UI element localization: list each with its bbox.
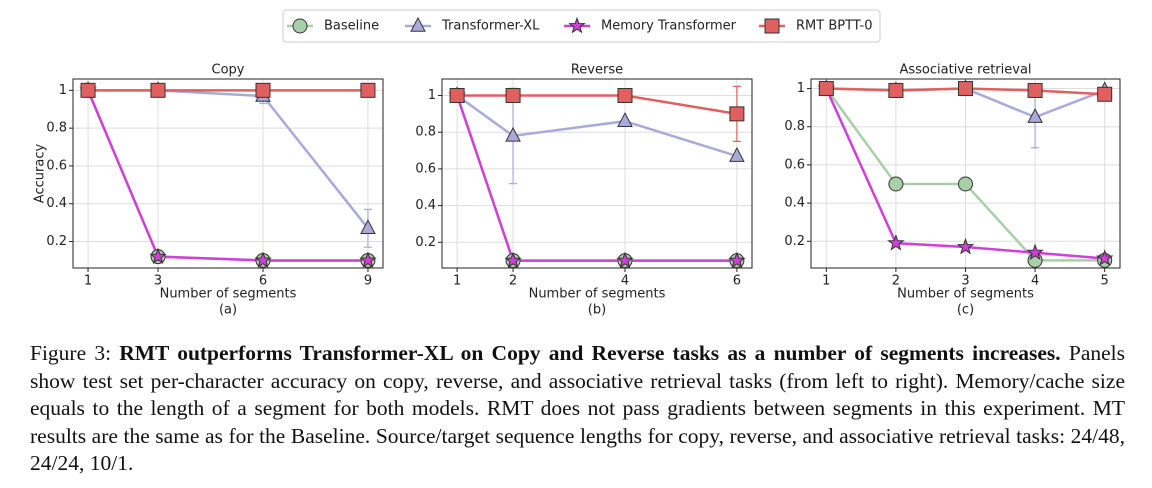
marker — [729, 146, 745, 162]
marker — [616, 251, 634, 269]
y-tick-label: 1 — [797, 81, 805, 96]
x-tick-label: 1 — [822, 274, 830, 289]
caption-label: Figure 3: — [30, 341, 112, 365]
marker — [1027, 108, 1043, 123]
plot-frame — [441, 78, 753, 269]
y-tick-label: 0.4 — [46, 196, 67, 211]
caption-bold: RMT outperforms Transformer-XL on Copy a… — [119, 341, 1061, 365]
marker — [729, 106, 745, 122]
marker — [1026, 243, 1044, 261]
chart-title: Reverse — [571, 63, 623, 78]
y-axis-label: Accuracy — [33, 144, 48, 204]
y-tick-label: 0.6 — [46, 158, 67, 173]
marker — [505, 126, 521, 142]
marker — [617, 88, 633, 104]
panel-label: (a) — [219, 303, 237, 318]
marker — [150, 82, 166, 98]
x-tick-label: 6 — [259, 274, 267, 289]
x-tick-label: 4 — [1031, 274, 1039, 289]
x-tick-label: 4 — [621, 274, 629, 289]
marker — [149, 247, 167, 265]
series-line — [457, 94, 738, 116]
y-tick-label: 0.4 — [415, 198, 436, 213]
legend-label: RMT BPTT-0 — [796, 19, 873, 34]
legend-marker — [292, 18, 308, 34]
x-tick-label: 2 — [892, 274, 900, 289]
x-tick-label: 5 — [1101, 274, 1109, 289]
marker — [958, 81, 973, 97]
legend-marker — [568, 16, 586, 34]
marker — [888, 82, 904, 98]
x-tick-label: 3 — [961, 274, 969, 289]
y-tick-label: 0.2 — [784, 234, 805, 249]
marker — [255, 82, 271, 98]
marker — [617, 112, 633, 127]
y-tick-label: 0.8 — [46, 121, 67, 136]
marker — [956, 237, 975, 255]
x-tick-label: 6 — [733, 274, 741, 289]
x-tick-label: 2 — [509, 274, 517, 289]
y-tick-label: 1 — [59, 83, 67, 98]
x-tick-label: 3 — [154, 274, 162, 289]
chart-title: Associative retrieval — [899, 63, 1031, 78]
x-axis-label: Number of segments — [897, 287, 1034, 302]
y-tick-label: 0.6 — [784, 157, 805, 172]
marker — [818, 81, 834, 97]
x-tick-label: 1 — [84, 274, 92, 289]
y-tick-label: 0.2 — [415, 235, 436, 250]
y-tick-label: 0.8 — [415, 125, 436, 140]
series-line — [456, 94, 738, 158]
x-axis-label: Number of segments — [529, 287, 666, 302]
legend-marker — [764, 18, 780, 34]
legend-label: Baseline — [324, 19, 379, 34]
chart-title: Copy — [212, 63, 245, 78]
marker — [888, 176, 904, 192]
marker — [1097, 86, 1113, 102]
series-line — [86, 89, 368, 262]
panel-label: (c) — [957, 303, 974, 318]
y-tick-label: 0.8 — [784, 119, 805, 134]
plot-frame — [810, 78, 1121, 269]
marker — [887, 234, 905, 251]
y-tick-label: 0.2 — [46, 234, 67, 249]
panel-label: (b) — [588, 303, 606, 318]
caption: Figure 3: RMT outperforms Transformer-XL… — [30, 340, 1125, 478]
marker — [504, 251, 522, 269]
marker — [958, 176, 973, 192]
marker — [728, 251, 746, 269]
y-tick-label: 0.6 — [415, 161, 436, 176]
series-line — [88, 89, 369, 230]
y-tick-label: 0.4 — [784, 196, 805, 211]
x-tick-label: 9 — [364, 274, 372, 289]
legend-label: Transformer-XL — [441, 19, 540, 34]
series-line — [455, 95, 737, 262]
marker — [80, 82, 96, 98]
marker — [360, 82, 376, 98]
marker — [360, 219, 376, 235]
marker — [359, 251, 377, 268]
marker — [449, 88, 465, 104]
y-tick-label: 1 — [428, 88, 436, 103]
marker — [254, 251, 272, 268]
caption-text: Panels show test set per-character accur… — [30, 341, 1126, 475]
legend-marker — [410, 16, 426, 32]
marker — [1027, 82, 1043, 98]
x-tick-label: 1 — [453, 274, 461, 289]
legend-label: Memory Transformer — [601, 19, 737, 34]
marker — [1095, 249, 1114, 266]
marker — [505, 88, 521, 104]
x-axis-label: Number of segments — [160, 287, 297, 302]
plot-frame — [72, 78, 384, 269]
series-line — [455, 95, 737, 262]
